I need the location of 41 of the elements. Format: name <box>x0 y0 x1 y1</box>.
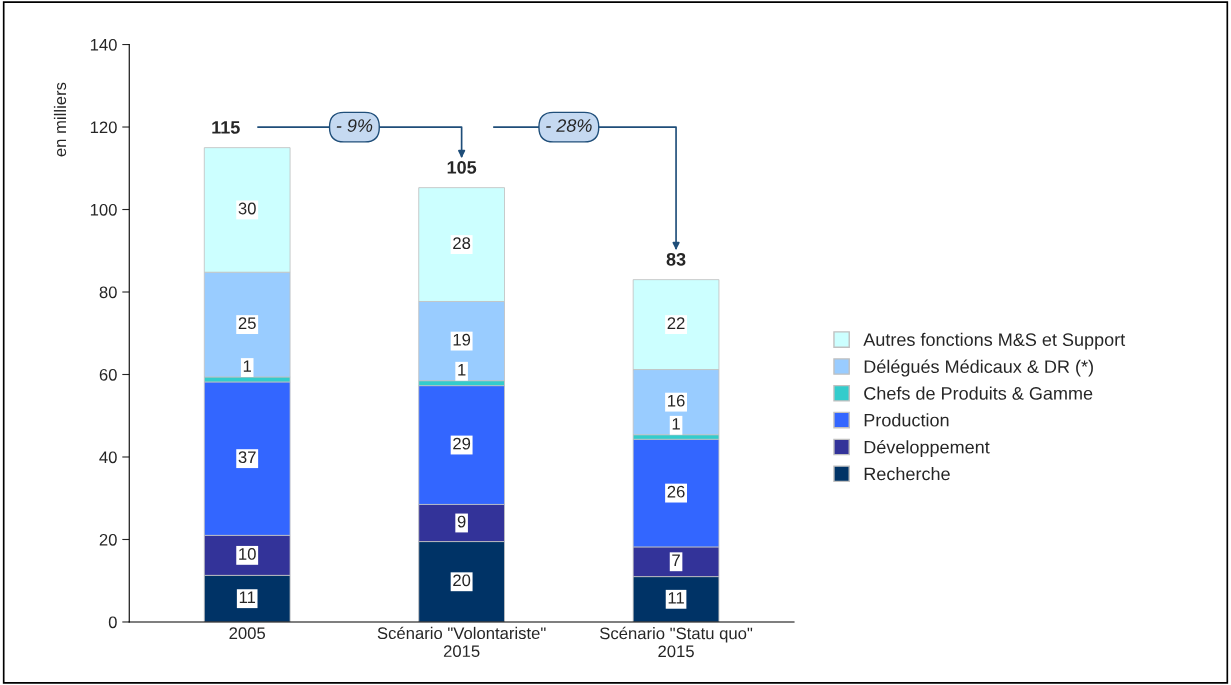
data-label: 11 <box>239 591 256 603</box>
x-tick-label: Scénario "Volontariste" 2015 <box>377 626 546 658</box>
y-tick-label: 0 <box>108 616 117 629</box>
data-label: 25 <box>238 317 256 330</box>
y-axis-title: en milliers <box>53 82 67 157</box>
data-label: 7 <box>672 554 680 567</box>
total-label: 105 <box>447 160 477 174</box>
legend-label: Recherche <box>864 467 950 481</box>
data-label: 37 <box>238 451 256 464</box>
legend-label: Délégués Médicaux & DR (*) <box>864 359 1093 377</box>
data-label: 1 <box>458 364 466 376</box>
data-label: 11 <box>668 592 684 604</box>
total-label: 115 <box>212 121 240 134</box>
data-label: 1 <box>672 418 680 430</box>
data-label: 16 <box>668 394 685 407</box>
total-label: 83 <box>666 252 686 266</box>
legend-label: Développement <box>864 440 990 458</box>
annotation: - 28% <box>546 119 592 132</box>
data-label: 29 <box>453 437 471 450</box>
y-tick-label: 100 <box>90 203 117 216</box>
y-tick-label: 120 <box>90 121 117 134</box>
x-tick-label: 2005 <box>229 627 266 640</box>
data-label: 1 <box>243 360 252 372</box>
y-tick-label: 20 <box>99 533 117 546</box>
x-tick-label: Scénario "Statu quo" 2015 <box>600 626 753 658</box>
legend-label: Chefs de Produits & Gamme <box>864 386 1093 400</box>
legend-label: Production <box>864 413 949 427</box>
data-label: 28 <box>453 237 471 250</box>
data-label: 19 <box>453 333 471 346</box>
data-label: 30 <box>238 202 256 215</box>
data-label: 26 <box>667 485 685 498</box>
y-tick-label: 40 <box>99 451 117 464</box>
legend-label: Autres fonctions M&S et Support <box>863 332 1126 350</box>
data-label: 9 <box>457 515 466 528</box>
annotation: - 9% <box>336 119 373 132</box>
y-tick-label: 80 <box>99 286 117 299</box>
y-tick-label: 140 <box>90 38 117 51</box>
data-label: 20 <box>453 574 471 587</box>
data-label: 10 <box>239 548 256 560</box>
y-tick-label: 60 <box>99 368 117 381</box>
data-label: 22 <box>667 317 685 329</box>
